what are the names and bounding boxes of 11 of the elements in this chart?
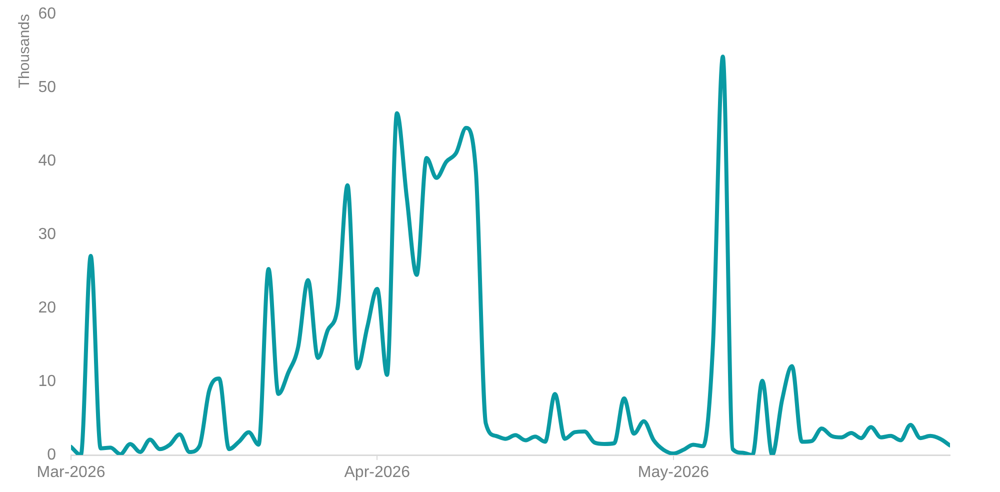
y-tick-label: 20 [38, 299, 56, 316]
y-axis-title: Thousands [16, 14, 34, 88]
y-tick-label: 0 [47, 446, 56, 464]
y-tick-label: 30 [38, 226, 56, 243]
x-tick-label: May-2026 [638, 464, 710, 482]
y-tick-label: 10 [38, 372, 56, 390]
x-tick-label: Mar-2026 [36, 464, 106, 482]
y-tick-label: 50 [38, 78, 56, 96]
y-tick-label: 40 [38, 152, 56, 170]
y-tick-label: 60 [38, 5, 56, 22]
x-tick-label: Apr-2026 [344, 464, 410, 482]
